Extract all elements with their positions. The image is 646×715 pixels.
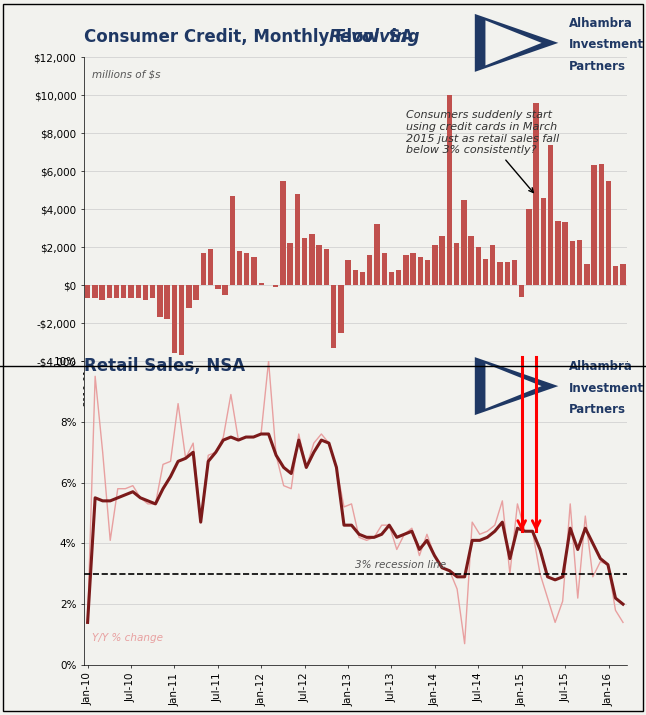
Bar (382, 253, 387, 285)
Text: Investment: Investment (569, 382, 644, 395)
Bar (331, 285, 337, 347)
Bar (505, 262, 510, 285)
Text: Y/Y % change: Y/Y % change (92, 633, 163, 643)
Bar (490, 245, 495, 285)
Bar (107, 285, 112, 298)
Bar (136, 285, 141, 298)
Bar (346, 260, 351, 285)
Bar (193, 285, 199, 300)
Text: Partners: Partners (569, 59, 626, 72)
Bar (165, 285, 170, 320)
Bar (317, 245, 322, 285)
Polygon shape (475, 358, 558, 415)
Bar (309, 234, 315, 285)
Text: millions of $s: millions of $s (92, 69, 161, 79)
Bar (497, 262, 503, 285)
Bar (591, 165, 597, 285)
Bar (338, 285, 344, 332)
Bar (548, 144, 554, 285)
Text: Alhambra: Alhambra (569, 360, 633, 373)
Bar (461, 199, 466, 285)
Bar (150, 285, 156, 298)
Bar (555, 220, 561, 285)
Bar (280, 181, 286, 285)
Bar (208, 249, 213, 285)
Polygon shape (485, 363, 541, 409)
Bar (222, 285, 228, 295)
Bar (157, 285, 163, 317)
Bar (483, 259, 488, 285)
Bar (389, 272, 394, 285)
Bar (92, 285, 98, 298)
Text: Revolving: Revolving (328, 29, 420, 46)
Bar (186, 285, 192, 308)
Text: Consumer Credit, Monthly Flow: Consumer Credit, Monthly Flow (84, 29, 385, 46)
Bar (432, 245, 437, 285)
Bar (324, 249, 329, 285)
Bar (606, 181, 611, 285)
Bar (468, 236, 474, 285)
Bar (99, 285, 105, 300)
Bar (584, 265, 590, 285)
Bar (244, 253, 249, 285)
Bar (613, 266, 618, 285)
Bar (475, 247, 481, 285)
Bar (534, 103, 539, 285)
Bar (577, 240, 582, 285)
Bar (519, 285, 525, 297)
Bar (129, 285, 134, 298)
Bar (114, 285, 120, 298)
Bar (353, 270, 358, 285)
Text: Investment: Investment (569, 39, 644, 51)
Text: Alhambra: Alhambra (569, 17, 633, 30)
Bar (201, 253, 206, 285)
Bar (526, 209, 532, 285)
Text: 3% recession line: 3% recession line (355, 560, 446, 570)
Bar (410, 253, 416, 285)
Bar (287, 243, 293, 285)
Text: Retail Sales, NSA: Retail Sales, NSA (84, 358, 245, 375)
Bar (396, 270, 401, 285)
Bar (620, 265, 626, 285)
Bar (258, 283, 264, 285)
Bar (121, 285, 127, 298)
Bar (446, 95, 452, 285)
Bar (425, 260, 430, 285)
Bar (570, 242, 575, 285)
Bar (563, 222, 568, 285)
Text: Consumers suddenly start
using credit cards in March
2015 just as retail sales f: Consumers suddenly start using credit ca… (406, 110, 559, 192)
Bar (85, 285, 90, 298)
Bar (251, 257, 256, 285)
Bar (541, 198, 546, 285)
Bar (295, 194, 300, 285)
Bar (237, 251, 242, 285)
Bar (418, 257, 423, 285)
Bar (403, 255, 409, 285)
Text: SA: SA (383, 29, 413, 46)
Bar (599, 164, 604, 285)
Bar (360, 272, 365, 285)
Bar (229, 196, 235, 285)
Bar (302, 237, 307, 285)
Bar (273, 285, 278, 287)
Bar (374, 225, 380, 285)
Text: Partners: Partners (569, 403, 626, 415)
Bar (454, 243, 459, 285)
Bar (179, 285, 184, 355)
Bar (439, 236, 445, 285)
Polygon shape (485, 21, 541, 65)
Bar (367, 255, 373, 285)
Polygon shape (475, 14, 558, 72)
Bar (512, 260, 517, 285)
Bar (215, 285, 220, 289)
Bar (172, 285, 177, 353)
Bar (143, 285, 148, 300)
